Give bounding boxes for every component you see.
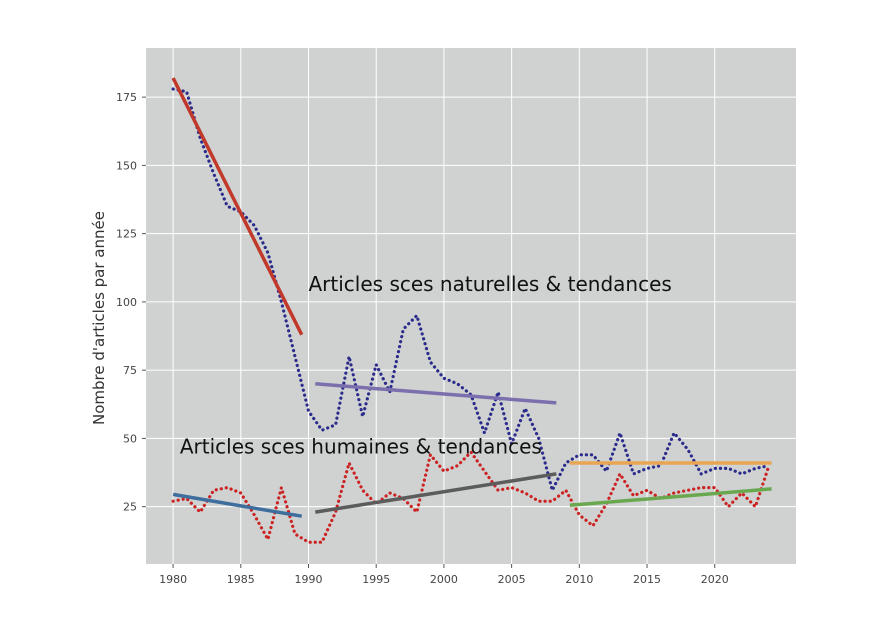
annotation-humaines: Articles sces humaines & tendances xyxy=(180,434,542,458)
y-tick-label: 25 xyxy=(123,501,137,514)
y-axis-ticks: 25 50 75 100 125 150 175 xyxy=(116,91,146,514)
y-tick-label: 100 xyxy=(116,296,137,309)
y-tick-label: 75 xyxy=(123,364,137,377)
trend-line-1 xyxy=(315,382,557,405)
x-tick-label: 1985 xyxy=(227,573,255,586)
grid-lines xyxy=(146,48,796,564)
plot-background xyxy=(146,48,796,564)
y-tick-label: 50 xyxy=(123,432,137,445)
series-dotted-1 xyxy=(171,450,771,544)
x-tick-label: 1995 xyxy=(362,573,390,586)
annotation-naturelles: Articles sces naturelles & tendances xyxy=(309,272,672,296)
x-axis-ticks: 1980 1985 1990 1995 2000 2005 2010 2015 2020 xyxy=(159,564,729,586)
y-axis-label: Nombre d'articles par année xyxy=(90,211,108,425)
x-tick-label: 2015 xyxy=(633,573,661,586)
x-tick-label: 1990 xyxy=(295,573,323,586)
trend-line-0 xyxy=(171,77,304,336)
x-tick-label: 2010 xyxy=(565,573,593,586)
y-tick-label: 175 xyxy=(116,91,137,104)
y-tick-label: 125 xyxy=(116,228,137,241)
x-tick-label: 1980 xyxy=(159,573,187,586)
x-tick-label: 2020 xyxy=(701,573,729,586)
x-tick-label: 2000 xyxy=(430,573,458,586)
trend-line-5 xyxy=(569,487,772,508)
series-lines xyxy=(171,77,772,544)
x-tick-label: 2005 xyxy=(498,573,526,586)
trend-line-3 xyxy=(172,492,302,518)
trend-line-4 xyxy=(315,472,557,514)
y-tick-label: 150 xyxy=(116,159,137,172)
